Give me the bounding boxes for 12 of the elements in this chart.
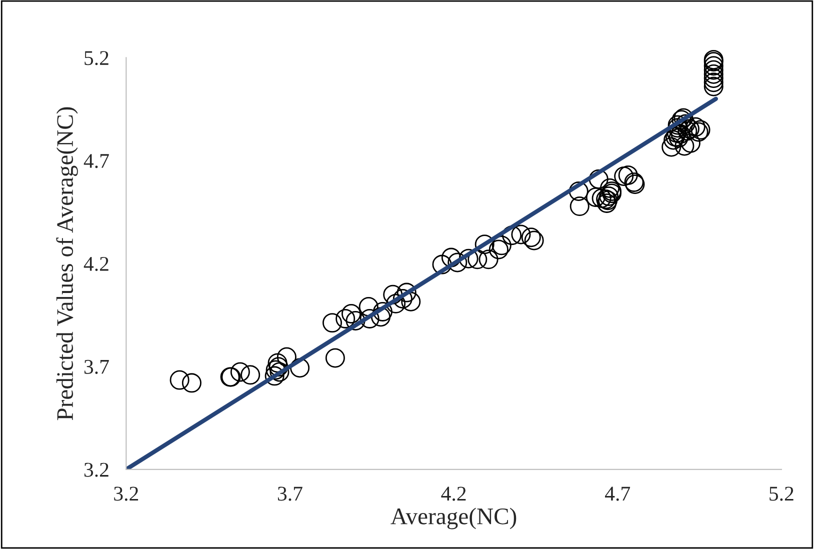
y-tick-label: 5.2 <box>84 51 108 66</box>
x-tick-label: 4.7 <box>605 486 630 501</box>
y-tick-label: 4.7 <box>84 154 109 168</box>
x-tick-label: 3.7 <box>278 486 302 501</box>
x-tick-label: 4.2 <box>441 486 466 501</box>
x-tick-label: 3.2 <box>114 486 138 501</box>
x-tick-label: 5.2 <box>770 486 794 501</box>
y-tick-label: 3.7 <box>84 360 109 374</box>
y-tick-label: 3.2 <box>84 462 108 477</box>
x-axis-title: Average(NC) <box>390 508 516 530</box>
y-tick-label: 4.2 <box>84 256 108 272</box>
y-axis-title: Predicted Values of Average(NC) <box>56 107 78 420</box>
